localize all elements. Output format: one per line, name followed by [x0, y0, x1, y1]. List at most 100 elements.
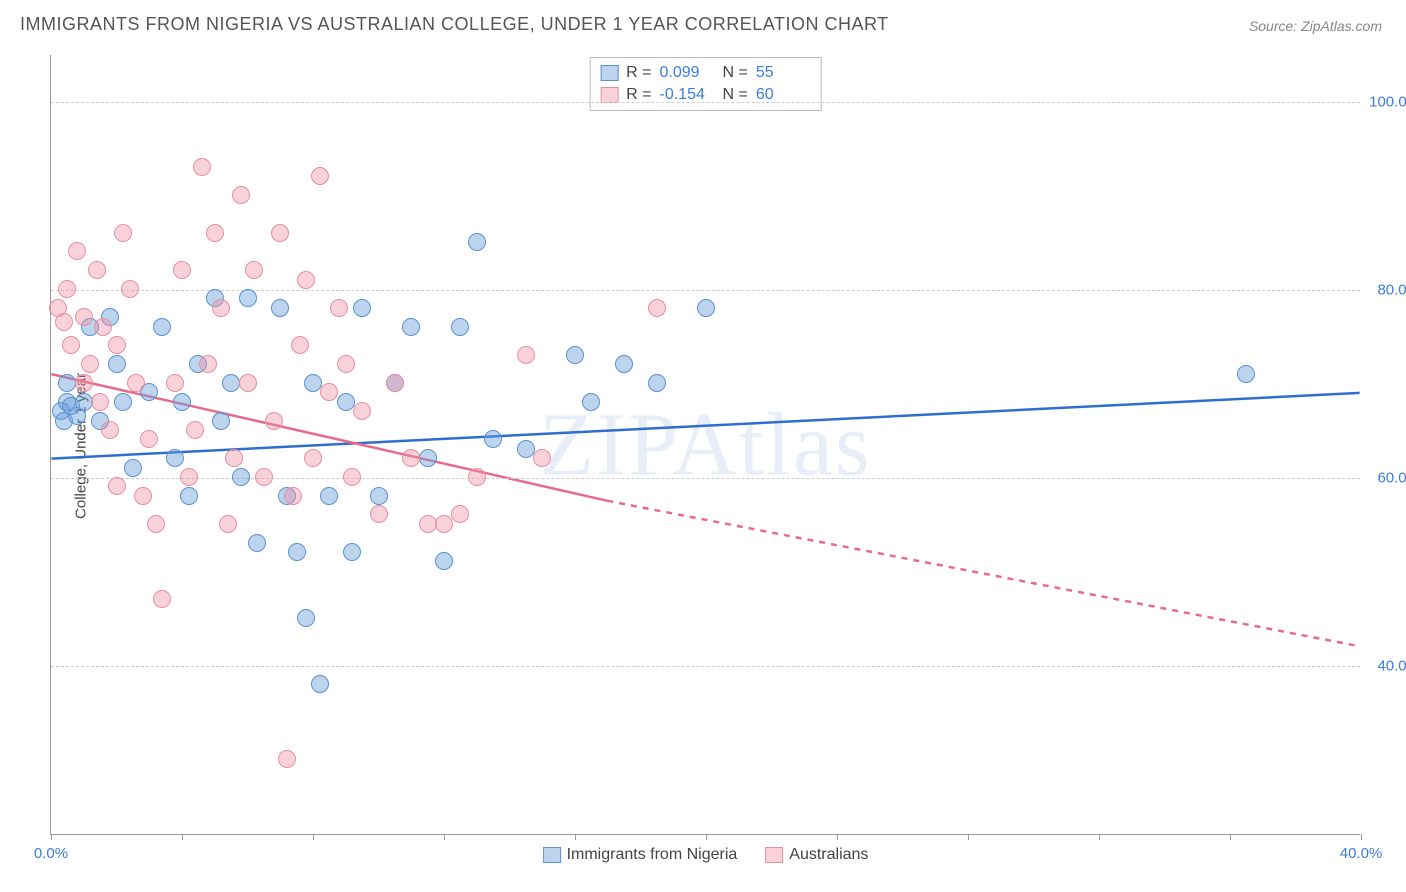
y-tick-label: 80.0%	[1365, 281, 1406, 298]
marker-australian	[320, 383, 338, 401]
marker-nigeria	[288, 543, 306, 561]
marker-australian	[88, 261, 106, 279]
marker-australian	[468, 468, 486, 486]
marker-australian	[278, 750, 296, 768]
marker-australian	[297, 271, 315, 289]
marker-australian	[402, 449, 420, 467]
marker-australian	[343, 468, 361, 486]
marker-nigeria	[180, 487, 198, 505]
marker-nigeria	[697, 299, 715, 317]
x-tick	[1230, 834, 1231, 840]
marker-australian	[353, 402, 371, 420]
marker-nigeria	[402, 318, 420, 336]
marker-nigeria	[353, 299, 371, 317]
marker-australian	[193, 158, 211, 176]
marker-australian	[311, 167, 329, 185]
marker-australian	[153, 590, 171, 608]
regression-line	[607, 501, 1359, 646]
marker-australian	[245, 261, 263, 279]
marker-australian	[166, 374, 184, 392]
y-tick-label: 100.0%	[1365, 93, 1406, 110]
regression-line	[51, 393, 1359, 459]
x-tick	[575, 834, 576, 840]
legend-swatch-2	[765, 847, 783, 863]
marker-nigeria	[114, 393, 132, 411]
x-tick	[444, 834, 445, 840]
marker-australian	[265, 412, 283, 430]
marker-australian	[58, 280, 76, 298]
stats-row-series1: R = 0.099 N = 55	[600, 62, 811, 84]
marker-australian	[140, 430, 158, 448]
x-tick-label: 0.0%	[34, 845, 68, 862]
n-label: N =	[723, 64, 748, 82]
x-tick	[706, 834, 707, 840]
marker-australian	[121, 280, 139, 298]
marker-australian	[75, 374, 93, 392]
legend-swatch-1	[543, 847, 561, 863]
marker-australian	[55, 313, 73, 331]
marker-nigeria	[212, 412, 230, 430]
marker-nigeria	[468, 233, 486, 251]
marker-nigeria	[566, 346, 584, 364]
marker-nigeria	[311, 675, 329, 693]
marker-australian	[232, 186, 250, 204]
x-tick	[1361, 834, 1362, 840]
x-tick	[313, 834, 314, 840]
marker-australian	[419, 515, 437, 533]
marker-australian	[370, 505, 388, 523]
marker-nigeria	[248, 534, 266, 552]
marker-australian	[108, 336, 126, 354]
marker-australian	[304, 449, 322, 467]
marker-australian	[271, 224, 289, 242]
marker-australian	[255, 468, 273, 486]
marker-nigeria	[304, 374, 322, 392]
marker-australian	[173, 261, 191, 279]
marker-australian	[108, 477, 126, 495]
marker-nigeria	[435, 552, 453, 570]
marker-australian	[284, 487, 302, 505]
marker-australian	[330, 299, 348, 317]
marker-australian	[199, 355, 217, 373]
legend-label-1: Immigrants from Nigeria	[567, 846, 738, 864]
marker-australian	[94, 318, 112, 336]
marker-nigeria	[108, 355, 126, 373]
marker-australian	[81, 355, 99, 373]
marker-australian	[127, 374, 145, 392]
marker-australian	[91, 393, 109, 411]
marker-nigeria	[297, 609, 315, 627]
marker-nigeria	[222, 374, 240, 392]
marker-australian	[147, 515, 165, 533]
plot-area: ZIPAtlas R = 0.099 N = 55 R = -0.154 N =…	[50, 55, 1360, 835]
regression-lines-layer	[51, 55, 1360, 834]
marker-nigeria	[75, 393, 93, 411]
swatch-series2	[600, 87, 618, 103]
marker-australian	[648, 299, 666, 317]
marker-nigeria	[173, 393, 191, 411]
marker-australian	[134, 487, 152, 505]
x-tick	[837, 834, 838, 840]
x-tick	[968, 834, 969, 840]
x-tick	[1099, 834, 1100, 840]
marker-australian	[517, 346, 535, 364]
marker-australian	[62, 336, 80, 354]
gridline-h	[51, 666, 1360, 667]
legend-label-2: Australians	[789, 846, 868, 864]
marker-australian	[291, 336, 309, 354]
source-attribution: Source: ZipAtlas.com	[1249, 18, 1382, 34]
x-tick	[51, 834, 52, 840]
marker-nigeria	[1237, 365, 1255, 383]
marker-nigeria	[343, 543, 361, 561]
marker-australian	[337, 355, 355, 373]
marker-nigeria	[484, 430, 502, 448]
marker-nigeria	[615, 355, 633, 373]
marker-nigeria	[124, 459, 142, 477]
gridline-h	[51, 102, 1360, 103]
legend-item-1: Immigrants from Nigeria	[543, 846, 738, 864]
r-label: R =	[626, 64, 651, 82]
marker-australian	[533, 449, 551, 467]
marker-australian	[219, 515, 237, 533]
legend: Immigrants from Nigeria Australians	[543, 846, 869, 864]
swatch-series1	[600, 65, 618, 81]
legend-item-2: Australians	[765, 846, 868, 864]
marker-nigeria	[58, 374, 76, 392]
